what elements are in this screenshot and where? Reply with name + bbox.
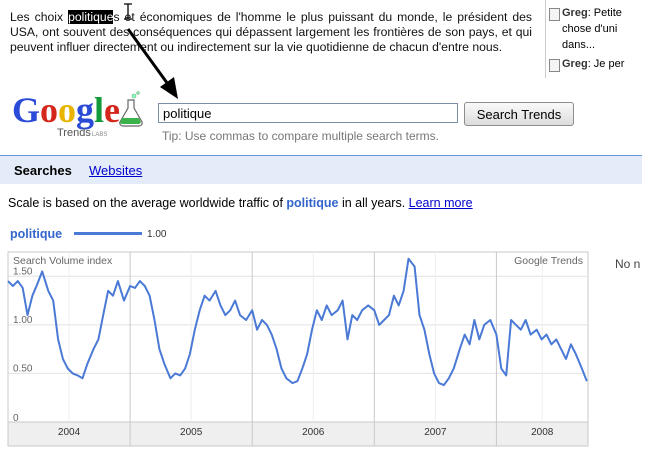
- svg-text:Google: Google: [12, 90, 120, 130]
- search-trends-button[interactable]: Search Trends: [464, 102, 574, 126]
- chart-frame: [7, 251, 589, 447]
- y-tick-label: 1.00: [13, 315, 33, 326]
- search-input[interactable]: [158, 103, 458, 123]
- annotation-arrow-icon: [126, 28, 178, 99]
- comment-item[interactable]: Greg: Je per: [549, 57, 625, 72]
- x-tick-label: 2005: [180, 427, 203, 438]
- comments-sidebar: Greg: Petite chose d'uni dans... Greg: J…: [545, 0, 650, 78]
- year-band: [7, 421, 589, 447]
- y-tick-label: 0.50: [13, 363, 33, 374]
- series-line-politique: [7, 257, 588, 387]
- learn-more-link[interactable]: Learn more: [408, 196, 473, 210]
- comment-text: dans...: [562, 39, 596, 51]
- x-tick-label: 2008: [531, 427, 554, 438]
- y-tick-label: 1.50: [13, 266, 33, 277]
- side-note: No n: [615, 257, 641, 271]
- x-tick-label: 2007: [424, 427, 447, 438]
- chart-source-label: Google Trends: [514, 255, 583, 267]
- flask-icon: [119, 91, 143, 127]
- legend-term[interactable]: politique: [10, 227, 63, 241]
- chart-title: Search Volume index: [13, 255, 113, 267]
- comment-item: dans...: [562, 38, 595, 53]
- x-tick-label: 2004: [58, 427, 81, 438]
- scale-prefix: Scale is based on the average worldwide …: [8, 196, 287, 210]
- article-text-after: s et économiques de l'homme le plus puis…: [10, 10, 532, 55]
- article-text-before: Les choix: [10, 10, 69, 24]
- tab-searches[interactable]: Searches: [14, 163, 72, 178]
- text-cursor-icon: [124, 3, 132, 20]
- scale-term: politique: [286, 196, 339, 210]
- tab-websites[interactable]: Websites: [89, 163, 143, 178]
- scale-suffix: in all years.: [338, 196, 409, 210]
- comment-text: : Je per: [587, 58, 625, 70]
- comment-icon: [549, 8, 560, 21]
- scale-note: Scale is based on the average worldwide …: [8, 196, 473, 210]
- svg-text:Trends: Trends: [57, 127, 91, 139]
- svg-text:LABS: LABS: [92, 132, 107, 138]
- comment-text: : Petite: [587, 7, 622, 19]
- trend-chart: 0 0.50 1.00 1.50 2004 2005 2006 2007 2008 Search …: [7, 251, 589, 447]
- x-tick-label: 2006: [302, 427, 325, 438]
- results-tabs: Searches Websites: [0, 155, 642, 184]
- article-highlight[interactable]: politique: [68, 10, 114, 24]
- legend-line: [74, 232, 142, 235]
- legend-value: 1.00: [147, 229, 167, 240]
- google-trends-logo[interactable]: Google Trends LABS: [12, 90, 157, 140]
- y-tick-label: 0: [13, 413, 19, 424]
- search-tip: Tip: Use commas to compare multiple sear…: [162, 129, 439, 143]
- comment-author: Greg: [562, 58, 588, 70]
- article-paragraph: Les choix politiques et économiques de l…: [10, 10, 532, 56]
- comment-icon: [549, 59, 560, 72]
- comment-item[interactable]: Greg: Petite: [549, 6, 622, 21]
- comment-item: chose d'uni: [562, 22, 617, 37]
- comment-author: Greg: [562, 7, 588, 19]
- comment-text: chose d'uni: [562, 23, 618, 35]
